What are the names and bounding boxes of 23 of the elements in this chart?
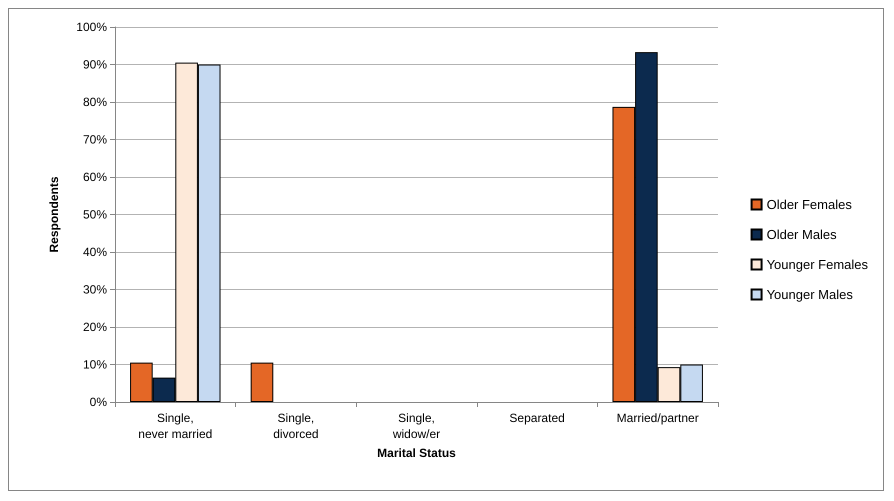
legend-label: Younger Males [766, 287, 854, 302]
x-tick-label: Single, never married [138, 411, 212, 441]
x-axis-title: Marital Status [377, 446, 456, 460]
y-axis-title: Respondents [47, 176, 61, 253]
y-tick-label: 90% [82, 58, 108, 72]
y-tick-label: 30% [82, 282, 108, 296]
legend-label: Older Males [766, 227, 838, 242]
y-tick-label: 20% [82, 320, 108, 334]
y-tick-label: 50% [82, 208, 108, 222]
y-tick-label: 70% [82, 132, 108, 146]
y-tick-label: 60% [82, 170, 108, 184]
y-tick-label: 0% [90, 395, 108, 409]
y-tick-label: 40% [82, 245, 108, 259]
x-tick-label: Single, divorced [273, 411, 319, 441]
bar [250, 362, 274, 402]
x-tick-label: Single, widow/er [392, 411, 440, 441]
legend-label: Younger Females [766, 257, 868, 272]
y-tick-label: 80% [82, 95, 108, 109]
y-tick-label: 100% [76, 20, 108, 34]
y-tick-label: 10% [82, 358, 108, 372]
x-tick-label: Married/partner [616, 411, 699, 425]
legend-label: Older Females [766, 197, 852, 212]
x-tick-label: Separated [509, 411, 565, 425]
